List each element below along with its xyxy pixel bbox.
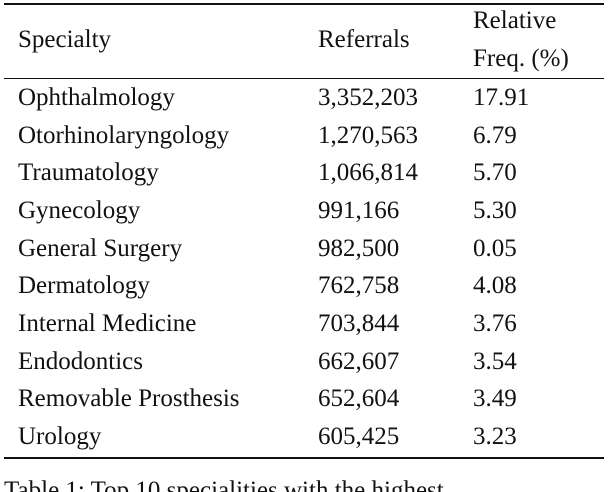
specialty-cell: Ophthalmology xyxy=(18,84,175,111)
specialty-cell: Internal Medicine xyxy=(18,309,197,337)
referrals-cell: 652,604 xyxy=(318,385,400,413)
frequency-cell: 5.30 xyxy=(473,196,517,224)
referrals-cell: 1,270,563 xyxy=(318,121,418,149)
frequency-cell: 4.08 xyxy=(473,272,517,300)
bottom-rule xyxy=(4,457,604,459)
specialty-cell: Dermatology xyxy=(18,272,150,300)
specialty-cell: Removable Prosthesis xyxy=(18,385,240,413)
header-cell: Specialty xyxy=(18,26,112,53)
table-caption: Table 1: Top 10 specialities with the hi… xyxy=(4,477,444,492)
specialty-cell: Traumatology xyxy=(18,159,159,187)
specialty-cell: General Surgery xyxy=(18,234,183,262)
header-cell: Relative xyxy=(473,7,557,34)
header-cell: Referrals xyxy=(318,26,410,53)
specialty-cell: Urology xyxy=(18,422,102,450)
frequency-cell: 3.54 xyxy=(473,347,517,375)
referrals-cell: 982,500 xyxy=(318,234,400,262)
specialty-cell: Gynecology xyxy=(18,196,141,224)
referrals-cell: 991,166 xyxy=(318,196,400,224)
referrals-cell: 3,352,203 xyxy=(318,84,418,111)
frequency-cell: 3.76 xyxy=(473,309,517,337)
top-rule xyxy=(4,3,604,5)
specialty-cell: Otorhinolaryngology xyxy=(18,121,230,149)
header-rule xyxy=(4,78,604,79)
referrals-cell: 1,066,814 xyxy=(318,159,418,187)
frequency-cell: 0.05 xyxy=(473,234,517,262)
specialty-cell: Endodontics xyxy=(18,347,143,375)
referrals-cell: 662,607 xyxy=(318,347,400,375)
frequency-cell: 6.79 xyxy=(473,121,517,149)
frequency-cell: 17.91 xyxy=(473,84,530,111)
frequency-cell: 3.23 xyxy=(473,422,517,450)
frequency-cell: 3.49 xyxy=(473,385,517,413)
header-cell: Freq. (%) xyxy=(473,45,569,72)
referrals-cell: 703,844 xyxy=(318,309,400,337)
referrals-cell: 605,425 xyxy=(318,422,400,450)
frequency-cell: 5.70 xyxy=(473,159,517,187)
referrals-cell: 762,758 xyxy=(318,272,400,300)
